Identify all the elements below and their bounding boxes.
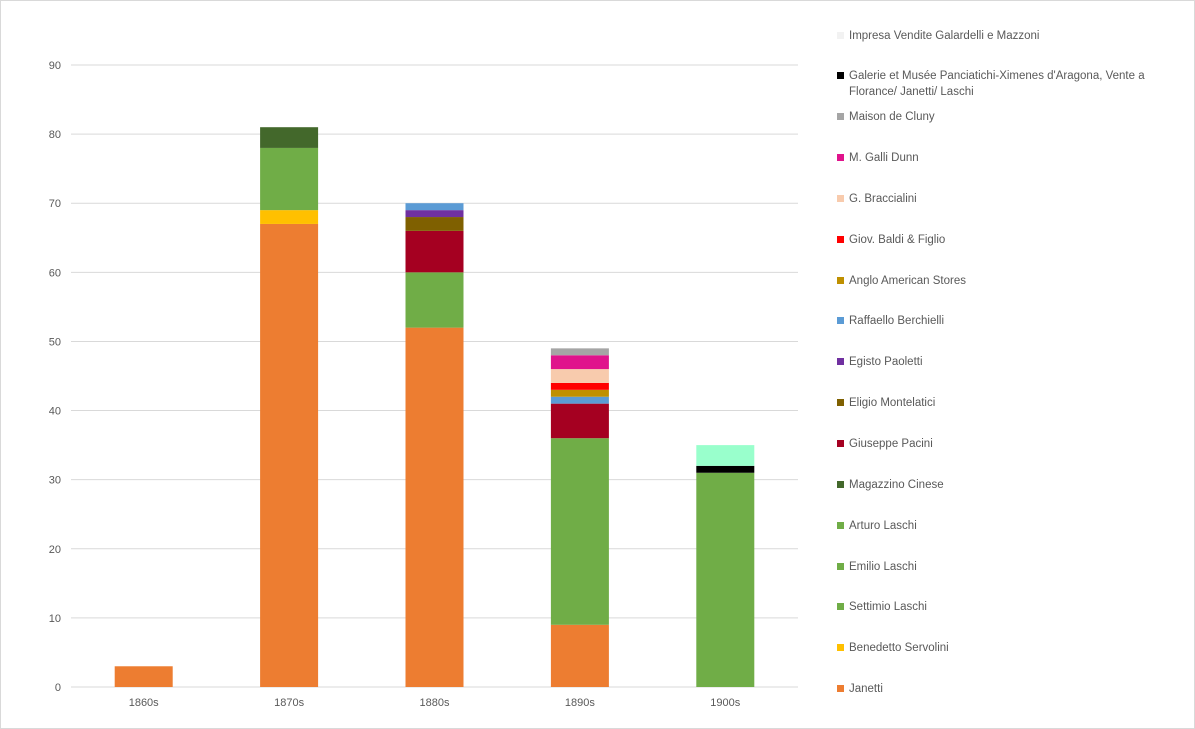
legend-swatch <box>837 522 844 529</box>
legend-swatch <box>837 563 844 570</box>
legend: Impresa Vendite Galardelli e Mazzoni Gale… <box>837 1 1177 728</box>
legend-label: Emilio Laschi <box>849 561 917 573</box>
bar-segment-1900s-16 <box>696 445 755 466</box>
y-tick-label: 60 <box>49 267 61 279</box>
y-axis-tick-labels: 0 10 20 30 40 50 60 70 80 90 <box>49 60 61 694</box>
bar-segment-1890s-14 <box>550 348 609 356</box>
bar-segment-1890s-12 <box>550 369 609 383</box>
legend-item: Giuseppe Pacini <box>837 436 1177 452</box>
bar-segment-1880s-7 <box>405 217 464 231</box>
y-tick-label: 70 <box>49 198 61 210</box>
bar-segment-1890s-6 <box>550 403 609 439</box>
legend-swatch <box>837 481 844 488</box>
bar-segment-1870s-5 <box>260 127 319 148</box>
legend-label: Maison de Cluny <box>849 111 935 123</box>
legend-swatch <box>837 277 844 284</box>
legend-label: Egisto Paoletti <box>849 356 923 368</box>
legend-label: M. Galli Dunn <box>849 152 919 164</box>
y-tick-label: 50 <box>49 336 61 348</box>
legend-label: Arturo Laschi <box>849 520 917 532</box>
legend-swatch <box>837 154 844 161</box>
bar-segment-1890s-2 <box>550 438 609 625</box>
bar-segment-1870s-0 <box>260 223 319 687</box>
bar-segment-1900s-2 <box>696 472 755 687</box>
legend-swatch <box>837 685 844 692</box>
legend-swatch <box>837 113 844 120</box>
legend-label: Benedetto Servolini <box>849 642 949 654</box>
legend-swatch <box>837 317 844 324</box>
x-tick-label: 1880s <box>420 697 450 709</box>
legend-swatch <box>837 32 844 39</box>
legend-item: Anglo American Stores <box>837 273 1177 289</box>
bar-segment-1880s-6 <box>405 230 464 273</box>
legend-swatch <box>837 358 844 365</box>
legend-label: Impresa Vendite Galardelli e Mazzoni <box>849 30 1040 42</box>
legend-item: Arturo Laschi <box>837 518 1177 534</box>
legend-item: Galerie et Musée Panciatichi-Ximenes d'A… <box>837 68 1177 100</box>
bar-segment-1900s-15 <box>696 465 755 473</box>
legend-label: Giov. Baldi & Figlio <box>849 234 946 246</box>
bar-segment-1890s-0 <box>550 624 609 687</box>
bar-segment-1880s-8 <box>405 210 464 218</box>
legend-item: G. Braccialini <box>837 191 1177 207</box>
y-tick-label: 10 <box>49 613 61 625</box>
legend-item: M. Galli Dunn <box>837 150 1177 166</box>
legend-item: Magazzino Cinese <box>837 477 1177 493</box>
legend-item: Emilio Laschi <box>837 559 1177 575</box>
legend-label: Giuseppe Pacini <box>849 438 933 450</box>
legend-swatch <box>837 644 844 651</box>
legend-item: Egisto Paoletti <box>837 354 1177 370</box>
legend-swatch <box>837 399 844 406</box>
bar-segment-1880s-0 <box>405 327 464 687</box>
y-tick-label: 80 <box>49 129 61 141</box>
legend-swatch <box>837 72 844 79</box>
legend-label: Settimio Laschi <box>849 601 927 613</box>
y-tick-label: 20 <box>49 544 61 556</box>
y-tick-label: 90 <box>49 60 61 72</box>
y-tick-label: 30 <box>49 475 61 487</box>
legend-label: G. Braccialini <box>849 193 917 205</box>
bar-segment-1890s-10 <box>550 389 609 397</box>
bar-segment-1880s-2 <box>405 272 464 328</box>
x-axis-tick-labels: 1860s 1870s 1880s 1890s 1900s <box>129 697 741 709</box>
y-tick-label: 0 <box>55 682 61 694</box>
bar-segment-1860s-0 <box>114 666 173 687</box>
bar-segment-1870s-2 <box>260 147 319 211</box>
x-tick-label: 1860s <box>129 697 159 709</box>
legend-label: Eligio Montelatici <box>849 397 936 409</box>
legend-item: Eligio Montelatici <box>837 395 1177 411</box>
legend-item: Settimio Laschi <box>837 599 1177 615</box>
x-tick-label: 1900s <box>710 697 740 709</box>
legend-label: Magazzino Cinese <box>849 479 944 491</box>
bar-segment-1890s-11 <box>550 382 609 390</box>
legend-swatch <box>837 236 844 243</box>
legend-swatch <box>837 603 844 610</box>
legend-label: Raffaello Berchielli <box>849 315 945 327</box>
legend-item: Benedetto Servolini <box>837 640 1177 656</box>
legend-label: Janetti <box>849 683 883 695</box>
x-tick-label: 1870s <box>274 697 304 709</box>
bar-segment-1880s-9 <box>405 203 464 211</box>
bars <box>114 127 755 687</box>
y-tick-label: 40 <box>49 406 61 418</box>
x-tick-label: 1890s <box>565 697 595 709</box>
legend-label: Anglo American Stores <box>849 275 966 287</box>
legend-label: Galerie et Musée Panciatichi-Ximenes d'A… <box>849 70 1145 98</box>
legend-swatch <box>837 195 844 202</box>
bar-segment-1890s-13 <box>550 355 609 370</box>
legend-item: Raffaello Berchielli <box>837 313 1177 329</box>
legend-swatch <box>837 440 844 447</box>
bar-segment-1870s-1 <box>260 210 319 224</box>
legend-item: Giov. Baldi & Figlio <box>837 232 1177 248</box>
legend-item: Impresa Vendite Galardelli e Mazzoni <box>837 28 1177 44</box>
bar-segment-1890s-9 <box>550 396 609 404</box>
legend-item: Maison de Cluny <box>837 109 1177 125</box>
legend-item: Janetti <box>837 681 1177 697</box>
